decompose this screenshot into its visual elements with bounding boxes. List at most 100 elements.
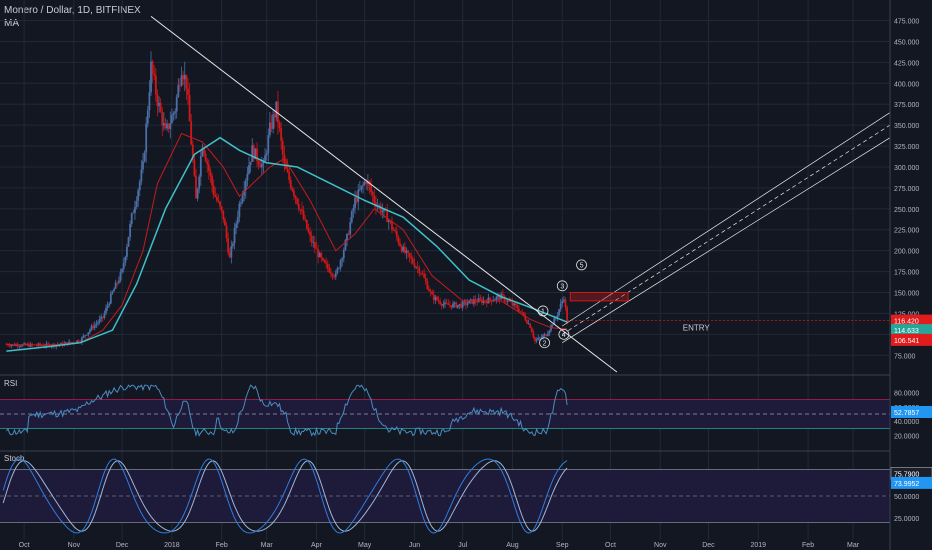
candle-body: [117, 280, 120, 283]
candle-body: [158, 102, 160, 107]
candle-body: [101, 316, 104, 318]
candle-body: [428, 289, 430, 292]
price-badge: [891, 333, 932, 346]
rsi-title: RSI: [4, 379, 17, 388]
candle-body: [10, 344, 13, 347]
candle-body: [437, 300, 440, 302]
candle-body: [217, 200, 220, 202]
candle-body: [381, 211, 384, 213]
candle-body: [389, 220, 392, 222]
candle-body: [169, 123, 172, 129]
candle-body: [89, 329, 91, 333]
candle-body: [159, 102, 162, 112]
candle-body: [386, 210, 389, 223]
candle-body: [479, 298, 482, 300]
candle-body: [280, 128, 283, 141]
candle-body: [468, 300, 470, 304]
candle-body: [235, 223, 238, 229]
time-tick-label: Mar: [847, 542, 860, 549]
candle-body: [331, 273, 334, 277]
candle-body: [397, 236, 400, 243]
grid-lines: [0, 0, 890, 540]
candle-body: [167, 123, 170, 129]
candle-body: [24, 343, 27, 346]
candle-body: [400, 246, 403, 252]
candle-body: [207, 164, 210, 172]
candle-body: [442, 304, 445, 306]
candle-body: [461, 301, 464, 308]
candle-body: [211, 175, 213, 186]
entry-label: ENTRY: [683, 324, 711, 333]
candle-body: [109, 293, 112, 304]
price-tick-label: 350.000: [894, 123, 919, 130]
price-badge: [891, 314, 932, 327]
candle-body: [135, 200, 138, 207]
candle-body: [299, 209, 302, 211]
candle-body: [224, 219, 226, 226]
candle-body: [522, 312, 525, 316]
candle-body: [482, 300, 485, 303]
candle-body: [297, 203, 300, 210]
candle-body: [137, 190, 140, 201]
candle-body: [77, 340, 80, 343]
candle-body: [246, 173, 249, 181]
candle-body: [363, 181, 366, 185]
candle-body: [36, 345, 38, 347]
time-tick-label: 2019: [750, 542, 766, 549]
candle-body: [421, 273, 424, 275]
candle-body: [352, 207, 355, 212]
candle-body: [215, 196, 218, 201]
candle-body: [527, 323, 530, 325]
price-badge-label: 116.420: [894, 319, 919, 326]
candle-body: [383, 208, 385, 212]
candle-body: [156, 94, 159, 107]
candle-body: [195, 175, 197, 199]
candle-body: [256, 148, 258, 161]
candle-body: [188, 95, 191, 122]
price-tick-label: 250.000: [894, 207, 919, 214]
candle-body: [260, 163, 263, 168]
candle-body: [76, 340, 79, 343]
indicator-label: MA: [4, 18, 19, 29]
candle-body: [270, 122, 273, 129]
candle-body: [108, 303, 111, 306]
candle-body: [275, 101, 278, 118]
candle-body: [302, 211, 305, 220]
candle-body: [288, 171, 291, 180]
candle-body: [146, 110, 149, 124]
trend-annotations: ENTRY 1 2 3 4 5: [150, 16, 891, 373]
candle-body: [240, 202, 242, 204]
candle-body: [172, 113, 175, 116]
candle-body: [281, 140, 284, 155]
candle-body: [19, 346, 22, 347]
candle-body: [233, 228, 236, 244]
time-tick-label: Nov: [654, 542, 667, 549]
time-tick-label: May: [358, 542, 372, 549]
time-tick-label: Feb: [216, 542, 228, 549]
wave-marker-3: [556, 280, 568, 292]
candle-body: [161, 111, 164, 126]
candle-body: [87, 332, 90, 335]
candle-body: [392, 229, 395, 231]
candle-body: [230, 246, 233, 258]
candle-body: [185, 74, 188, 89]
candle-body: [42, 345, 45, 347]
candle-body: [28, 344, 30, 347]
candle-body: [90, 325, 93, 330]
wave-marker-4: [558, 328, 570, 340]
candle-body: [72, 342, 75, 343]
candle-body: [285, 163, 287, 169]
candle-body: [193, 159, 196, 176]
candle-body: [516, 305, 519, 309]
rsi-badge-label: 52.7857: [894, 410, 919, 417]
stoch-d-badge: [891, 476, 932, 489]
candle-body: [513, 303, 515, 306]
candle-body: [326, 263, 329, 269]
candle-body: [514, 303, 517, 306]
candle-body: [124, 256, 127, 264]
candle-body: [268, 122, 271, 136]
candle-body: [464, 301, 467, 305]
candle-body: [493, 299, 496, 301]
candle-body: [113, 288, 115, 292]
